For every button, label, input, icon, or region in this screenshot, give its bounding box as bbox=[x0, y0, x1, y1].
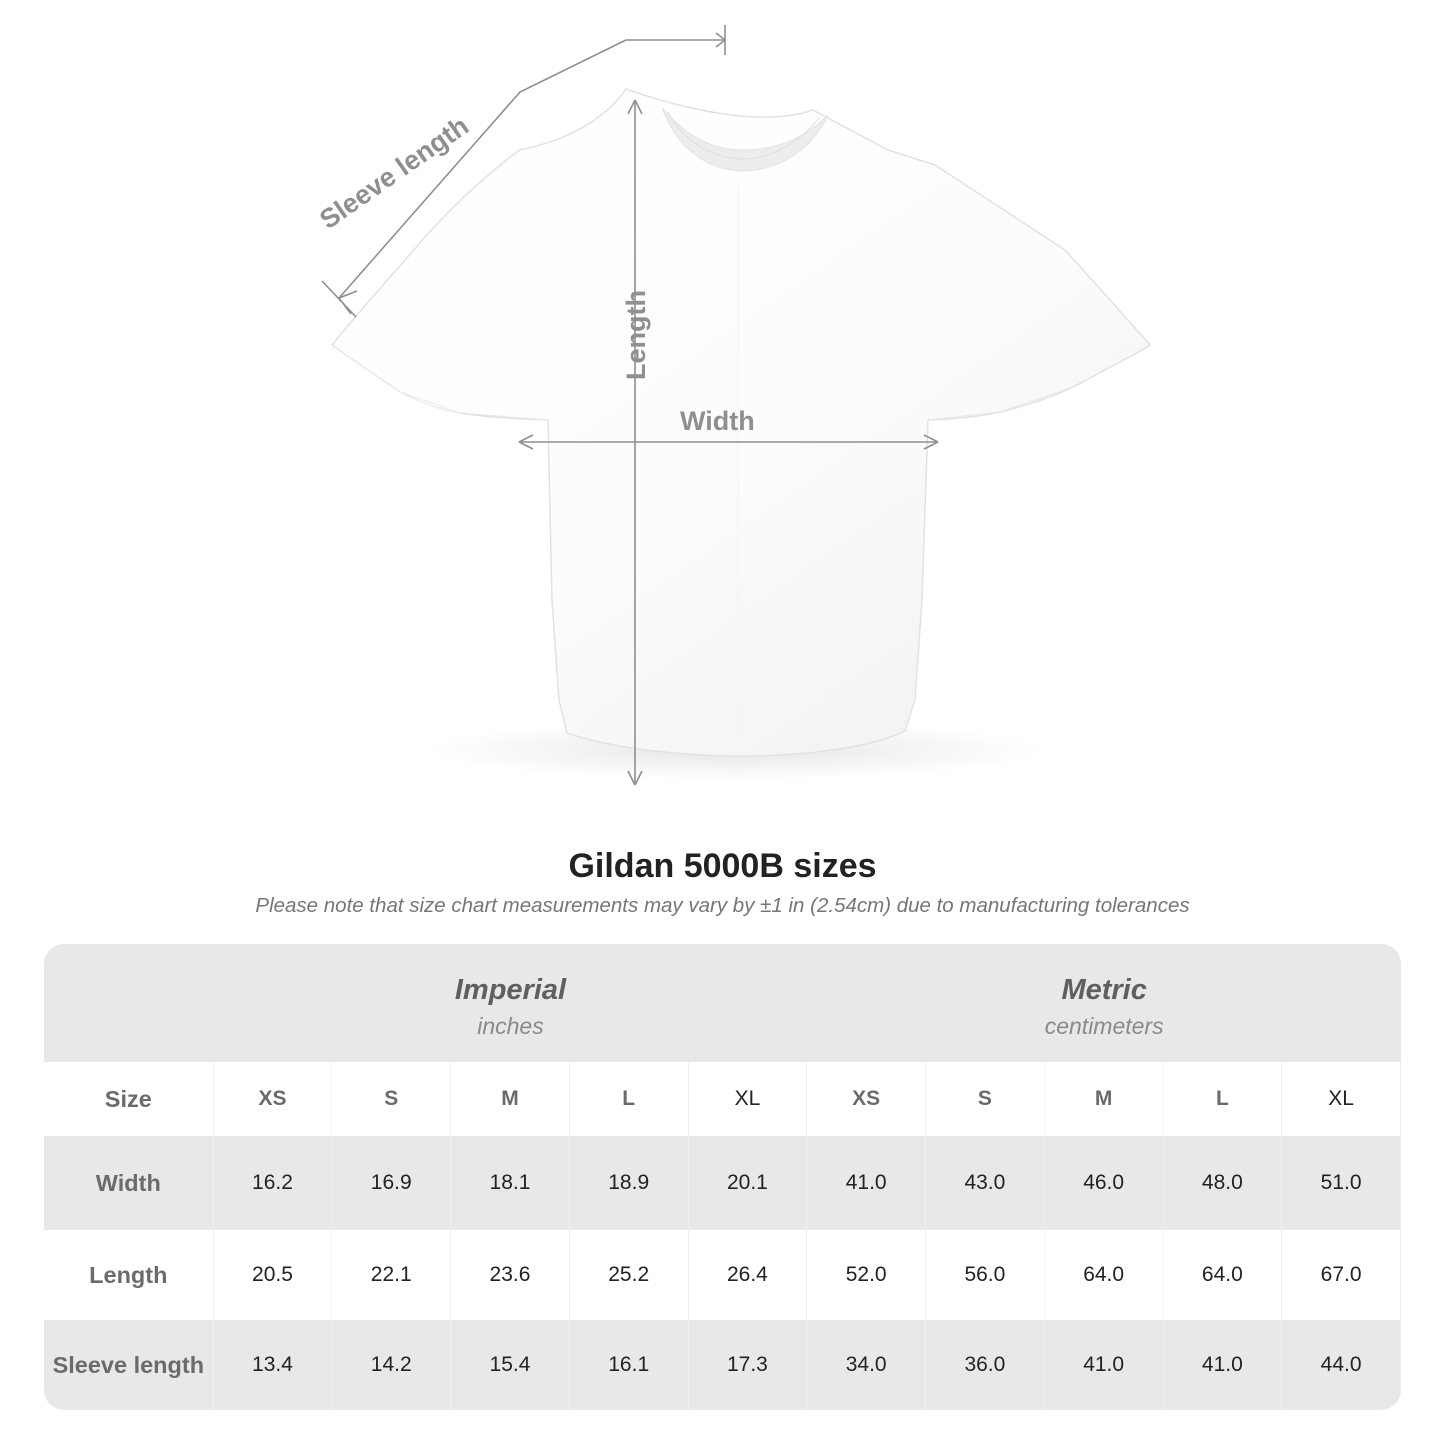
svg-text:Length: Length bbox=[621, 290, 651, 380]
svg-text:Width: Width bbox=[680, 406, 755, 436]
